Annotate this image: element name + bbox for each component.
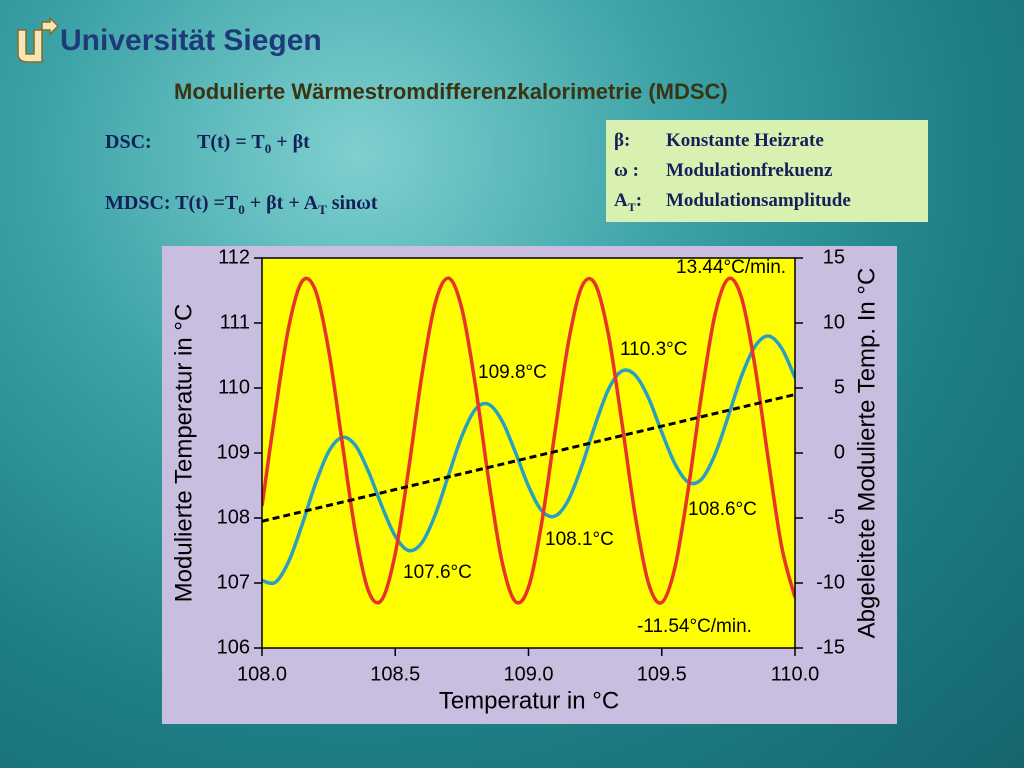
y2-tick-label: -10 <box>816 571 845 593</box>
plot-frame <box>261 257 796 649</box>
annotation: -11.54°C/min. <box>637 616 752 637</box>
formula-label: MDSC: <box>105 192 171 214</box>
formula-part: T(t) = T <box>197 131 265 153</box>
annotation: 108.6°C <box>688 499 757 520</box>
symbol-row: AT: Modulationsamplitude <box>614 186 920 222</box>
symbol: ω : <box>614 160 639 181</box>
symbol-text: Konstante Heizrate <box>666 130 824 151</box>
series-line <box>262 276 795 605</box>
formula: MDSC: T(t) =T0 + βt + AT sinωt <box>105 192 378 218</box>
symbol: β: <box>614 130 631 151</box>
annotation: 109.8°C <box>478 362 547 383</box>
annotation: 110.3°C <box>620 339 687 360</box>
logo <box>17 16 60 63</box>
symbol-row: ω : Modulationfrekuenz <box>614 156 920 186</box>
annotation: 13.44°C/min. <box>676 257 786 278</box>
formula-part: + βt + A <box>244 192 319 214</box>
formula: DSC: T(t) = T0 + βt <box>105 131 310 157</box>
annotation: 107.6°C <box>403 562 472 583</box>
y-tick-label: 108 <box>217 506 250 528</box>
formula-label: DSC: <box>105 131 152 153</box>
symbol-row: β: Konstante Heizrate <box>614 126 920 156</box>
annotation: 108.1°C <box>545 529 614 550</box>
y-tick-label: 107 <box>217 571 250 593</box>
y2-tick-label: -15 <box>816 636 845 658</box>
x-tick-label: 109.5 <box>637 663 687 685</box>
y-tick-label: 110 <box>218 376 250 398</box>
y-axis-label: Modulierte Temperatur in °C <box>170 304 197 603</box>
symbol: AT: <box>614 186 666 222</box>
y-tick-label: 106 <box>217 636 250 658</box>
x-tick-label: 108.5 <box>370 663 420 685</box>
y-tick-label: 112 <box>218 246 250 268</box>
slide-title: Modulierte Wärmestromdifferenzkalorimetr… <box>174 79 728 104</box>
symbol-text: Modulationsamplitude <box>666 190 851 211</box>
formula-part: T(t) =T <box>175 192 239 214</box>
x-tick-label: 108.0 <box>237 663 287 685</box>
symbol-text: Modulationfrekuenz <box>666 160 833 181</box>
x-tick-label: 110.0 <box>771 663 820 685</box>
x-axis-label: Temperatur in °C <box>439 687 619 714</box>
y2-tick-label: 0 <box>834 441 845 463</box>
formula-sub: T <box>318 202 327 217</box>
formula-sub: 0 <box>238 202 245 217</box>
institution: Universität Siegen <box>60 24 322 57</box>
y-tick-label: 111 <box>220 311 250 333</box>
series-line <box>262 334 795 586</box>
x-tick-label: 109.0 <box>503 663 553 685</box>
symbol-part: A <box>614 190 628 211</box>
y2-tick-label: 10 <box>823 311 845 333</box>
formula-part: sinωt <box>326 192 378 214</box>
symbol-part: : <box>635 190 643 211</box>
y2-tick-label: -5 <box>827 506 845 528</box>
trend-line <box>262 393 795 523</box>
y2-tick-label: 15 <box>823 246 845 268</box>
symbol-box: β: Konstante Heizrate ω : Modulationfrekue… <box>606 120 928 222</box>
y2-tick-label: 5 <box>834 376 845 398</box>
y-tick-label: 109 <box>217 441 250 463</box>
formula-sub: 0 <box>264 141 272 156</box>
y2-axis-label: Abgeleitete Modulierte Temp. In °C <box>853 268 880 639</box>
symbol-sub: T <box>627 199 636 214</box>
formula-part: + βt <box>271 131 310 153</box>
